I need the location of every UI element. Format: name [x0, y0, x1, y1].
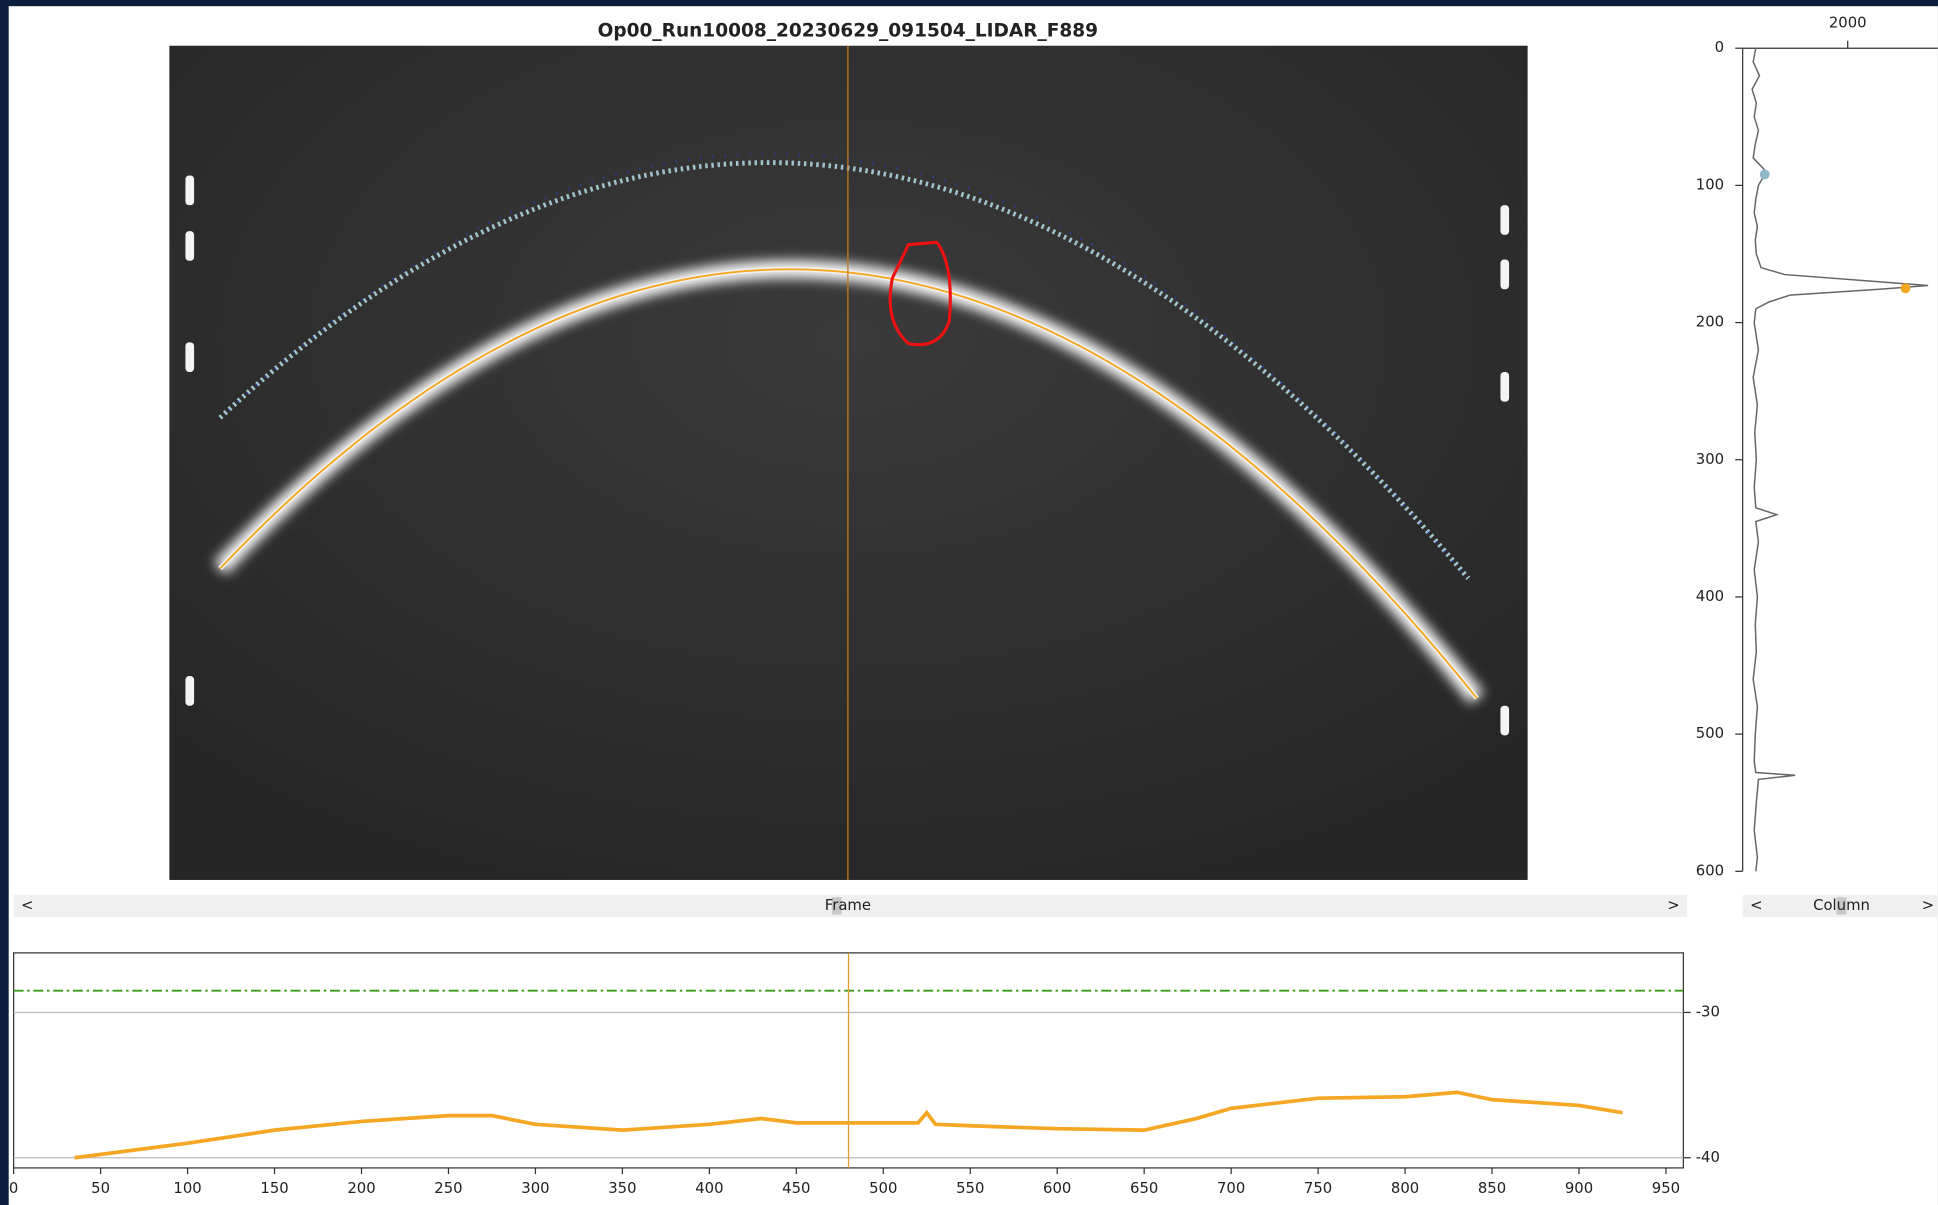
x-tick-label: 850: [1478, 1180, 1506, 1197]
annotation-circle: [888, 240, 952, 347]
reference-marks: [185, 175, 1510, 736]
row-tick-label: 300: [1696, 451, 1724, 468]
y-tick-label: -30: [1696, 1003, 1720, 1020]
x-tick-label: 700: [1217, 1180, 1245, 1197]
x-tick-label: 50: [91, 1180, 110, 1197]
row-tick-label: 200: [1696, 314, 1724, 331]
x-tick-label: 950: [1652, 1180, 1680, 1197]
upper-echo-points: [227, 152, 1462, 572]
image-title: Op00_Run10008_20230629_091504_LIDAR_F889: [598, 20, 1098, 41]
x-tick-label: 900: [1565, 1180, 1593, 1197]
profile-line: [1751, 48, 1929, 872]
x-tick-label: 750: [1304, 1180, 1332, 1197]
svg-text:>: >: [1667, 897, 1679, 914]
x-tick-label: 350: [608, 1180, 636, 1197]
x-tick-label: 100: [173, 1180, 201, 1197]
row-tick-label: 600: [1696, 862, 1724, 879]
surface-trace: [219, 268, 1478, 699]
row-tick-label: 500: [1696, 725, 1724, 742]
y-tick-label: -40: [1696, 1149, 1720, 1166]
row-tick-label: 100: [1696, 176, 1724, 193]
svg-text:<: <: [21, 897, 33, 914]
x-tick-label: 200: [347, 1180, 375, 1197]
x-tick-label: 550: [956, 1180, 984, 1197]
svg-text:>: >: [1922, 897, 1934, 914]
x-tick-label: 450: [782, 1180, 810, 1197]
value-tick-label: 2000: [1829, 14, 1867, 31]
x-tick-label: 800: [1391, 1180, 1419, 1197]
row-tick-label: 0: [1715, 39, 1724, 56]
series-line: [74, 1090, 1623, 1160]
row-tick-label: 400: [1696, 588, 1724, 605]
scrollbar-label: Column: [1813, 897, 1870, 914]
x-tick-label: 250: [434, 1180, 462, 1197]
x-tick-label: 650: [1130, 1180, 1158, 1197]
frame-scrollbar[interactable]: < > Frame: [13, 894, 1688, 918]
x-tick-label: 600: [1043, 1180, 1071, 1197]
x-tick-label: 500: [869, 1180, 897, 1197]
profile-marker: [1900, 283, 1911, 294]
x-tick-label: 150: [260, 1180, 288, 1197]
column-scrollbar[interactable]: < > Column: [1742, 894, 1938, 918]
x-tick-label: 0: [9, 1180, 18, 1197]
scrollbar-label: Frame: [825, 897, 871, 914]
x-tick-label: 400: [695, 1180, 723, 1197]
svg-text:<: <: [1750, 897, 1762, 914]
lidar-image: [169, 45, 1528, 880]
x-tick-label: 300: [521, 1180, 549, 1197]
profile-marker: [1759, 169, 1770, 180]
